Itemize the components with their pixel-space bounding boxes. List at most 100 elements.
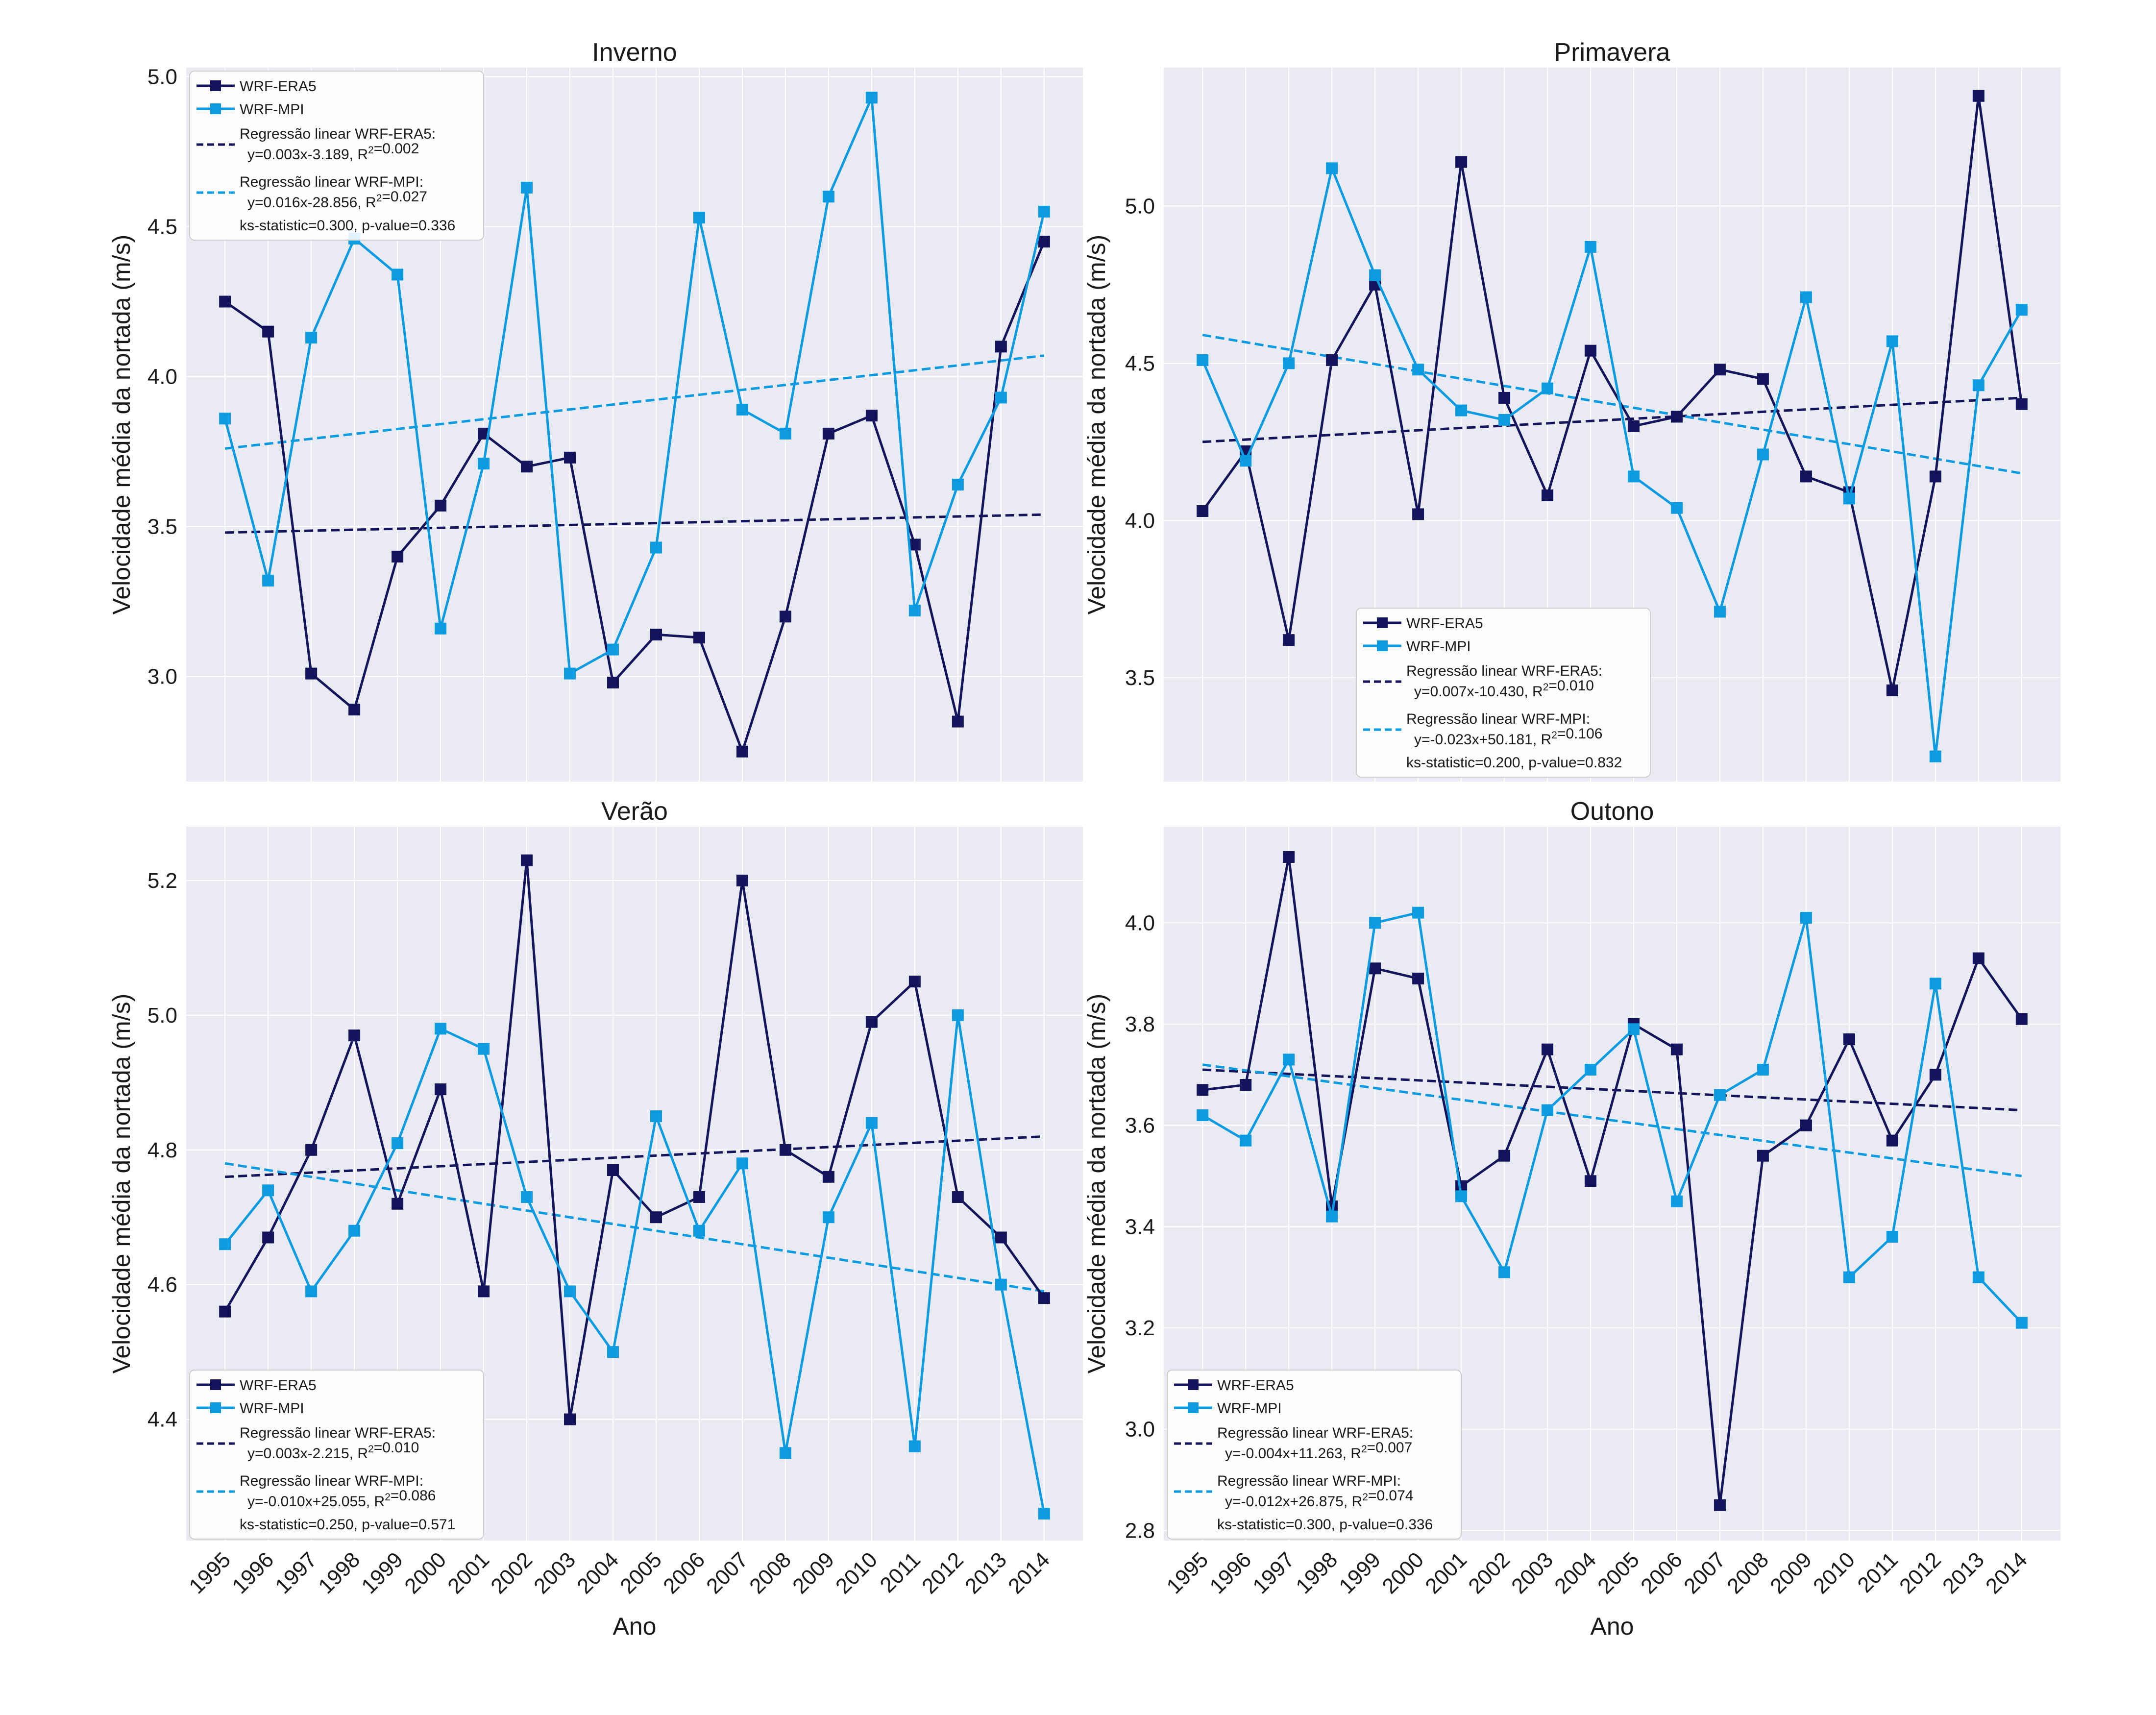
data-point-era5 (392, 550, 404, 563)
data-point-era5 (1369, 962, 1381, 975)
data-point-era5 (1714, 1499, 1726, 1511)
series-line-mpi (224, 1015, 1046, 1514)
y-tick-label: 4.4 (147, 1408, 177, 1432)
data-point-era5 (1585, 1175, 1597, 1187)
data-point-mpi (1369, 269, 1381, 281)
data-point-era5 (1542, 1043, 1554, 1055)
legend-label: WRF-ERA5 (240, 78, 317, 95)
data-point-mpi (1542, 1104, 1554, 1116)
legend-label: WRF-MPI (240, 101, 304, 118)
legend-ks-statistic: ks-statistic=0.200, p-value=0.832 (1406, 755, 1622, 771)
data-point-mpi (1886, 335, 1898, 347)
data-point-mpi (865, 92, 878, 104)
data-point-era5 (779, 611, 791, 623)
data-point-mpi (1585, 1064, 1597, 1076)
x-axis-label: Ano (1591, 1613, 1634, 1640)
data-point-era5 (1197, 505, 1209, 517)
data-point-mpi (1455, 404, 1468, 416)
data-point-mpi (478, 458, 490, 470)
data-point-mpi (1886, 1231, 1898, 1243)
data-point-era5 (1498, 1150, 1511, 1162)
y-axis-label: Velocidade média da nortada (m/s) (1083, 994, 1110, 1373)
data-point-mpi (1757, 448, 1769, 461)
legend-regression-equation: y=-0.012x+26.875, R2=0.074 (1225, 1488, 1413, 1510)
y-tick-label: 5.2 (147, 869, 177, 893)
data-point-mpi (1929, 750, 1941, 762)
data-point-mpi (1412, 906, 1424, 919)
panel-primavera: 3.5 4.0 4.5 5.0 Primavera Velocidade média da… (1083, 38, 2060, 782)
data-point-mpi (650, 1110, 662, 1123)
panel-title: Outono (1570, 797, 1654, 826)
data-point-mpi (908, 1440, 921, 1452)
x-tick-label: 2009 (788, 1547, 839, 1598)
data-point-mpi (1542, 382, 1554, 394)
data-point-era5 (1498, 392, 1511, 404)
data-point-mpi (435, 1023, 447, 1035)
data-point-era5 (219, 1305, 231, 1318)
panel-inverno: 3.0 3.5 4.0 4.5 5.0 Inverno Velocidade média d… (108, 38, 1083, 782)
legend-box (189, 71, 484, 241)
data-point-era5 (1800, 1119, 1812, 1131)
legend-regression-label: Regressão linear WRF-MPI: (240, 1473, 423, 1489)
x-tick-label: 2001 (1421, 1547, 1471, 1598)
legend-label: WRF-ERA5 (1217, 1377, 1294, 1394)
data-point-mpi (392, 269, 404, 281)
data-point-mpi (822, 1211, 834, 1224)
legend: WRF-ERA5 WRF-MPI Regressão linear WRF-ERA5… (189, 71, 484, 241)
x-tick-label: 2003 (1507, 1547, 1558, 1598)
legend-regression-label: Regressão linear WRF-ERA5: (1217, 1425, 1413, 1441)
data-point-mpi (693, 212, 705, 224)
data-point-mpi (1326, 1210, 1338, 1223)
data-point-mpi (1757, 1064, 1769, 1076)
legend-label: WRF-MPI (1406, 638, 1471, 655)
data-point-mpi (1972, 379, 1984, 392)
data-point-mpi (1038, 205, 1050, 218)
data-point-mpi (1038, 1508, 1050, 1520)
data-point-era5 (1412, 508, 1424, 520)
y-tick-label: 4.0 (147, 365, 177, 389)
x-tick-label: 2008 (1722, 1547, 1773, 1598)
data-point-era5 (995, 341, 1007, 353)
x-tick-label: 1998 (314, 1547, 365, 1598)
regression-line-mpi (224, 354, 1045, 450)
x-tick-label: 2014 (1981, 1547, 2032, 1598)
legend-regression-equation: y=-0.004x+11.263, R2=0.007 (1225, 1440, 1412, 1462)
legend-regression-label: Regressão linear WRF-MPI: (1217, 1473, 1401, 1489)
y-tick-label: 3.4 (1125, 1215, 1155, 1239)
legend-box (1356, 608, 1651, 778)
data-point-mpi (908, 605, 921, 617)
x-tick-label: 1995 (184, 1547, 235, 1598)
data-point-era5 (650, 1211, 662, 1224)
regression-line-era5 (1202, 396, 2022, 443)
data-point-era5 (736, 874, 748, 886)
legend: WRF-ERA5 WRF-MPI Regressão linear WRF-ERA5… (1356, 608, 1651, 778)
y-axis-label: Velocidade média da nortada (m/s) (108, 235, 135, 614)
legend-regression-equation: y=-0.023x+50.181, R2=0.106 (1414, 726, 1602, 748)
data-point-era5 (1929, 1069, 1941, 1081)
y-tick-label: 2.8 (1125, 1519, 1155, 1543)
y-tick-label: 3.0 (147, 665, 177, 689)
data-point-mpi (521, 181, 533, 194)
data-point-mpi (693, 1225, 705, 1237)
data-point-mpi (1283, 1054, 1295, 1066)
data-point-mpi (564, 667, 576, 680)
y-tick-label: 3.5 (1125, 666, 1155, 690)
panel-title: Primavera (1554, 38, 1670, 67)
legend-regression-label: Regressão linear WRF-MPI: (240, 174, 423, 190)
data-point-mpi (1498, 414, 1511, 426)
data-point-mpi (607, 643, 619, 656)
legend-label: WRF-MPI (240, 1400, 304, 1417)
data-point-era5 (779, 1144, 791, 1156)
legend-box (1167, 1370, 1462, 1540)
x-tick-label: 2004 (572, 1547, 623, 1598)
data-point-era5 (2015, 1013, 2028, 1025)
legend-regression-equation: y=0.003x-2.215, R2=0.010 (247, 1440, 419, 1462)
data-point-era5 (348, 1029, 361, 1042)
data-point-era5 (1283, 634, 1295, 646)
x-tick-label: 2010 (1809, 1547, 1860, 1598)
data-point-era5 (1670, 411, 1683, 423)
data-point-mpi (1714, 606, 1726, 618)
x-tick-label: 2002 (1464, 1547, 1515, 1598)
legend-regression-equation: y=0.003x-3.189, R2=0.002 (247, 141, 419, 163)
data-point-era5 (607, 1164, 619, 1176)
